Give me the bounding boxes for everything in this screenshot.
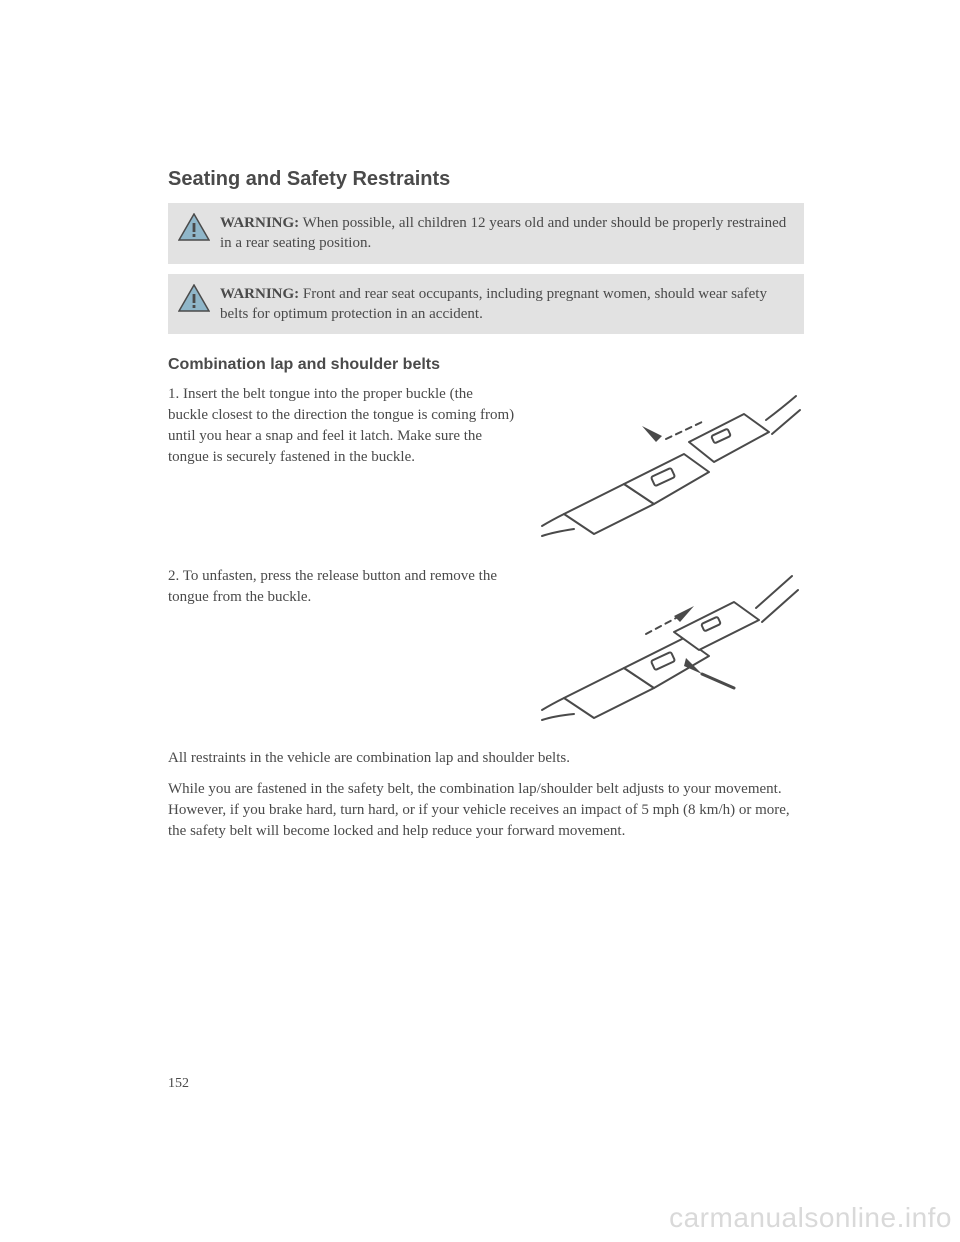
warning-label: WARNING: (220, 286, 299, 302)
watermark: carmanualsonline.info (669, 1202, 952, 1234)
warning-body: Front and rear seat occupants, including… (220, 286, 767, 322)
warning-text-1: WARNING: When possible, all children 12 … (220, 213, 790, 254)
page-number: 152 (168, 1076, 189, 1092)
seatbelt-unfasten-diagram (534, 566, 804, 726)
warning-box-2: WARNING: Front and rear seat occupants, … (168, 274, 804, 335)
warning-box-1: WARNING: When possible, all children 12 … (168, 203, 804, 264)
step-1-text: 1. Insert the belt tongue into the prope… (168, 384, 516, 468)
step-2-text: 2. To unfasten, press the release button… (168, 566, 516, 608)
section-title: Seating and Safety Restraints (168, 168, 804, 191)
warning-body: When possible, all children 12 years old… (220, 215, 786, 251)
seatbelt-fasten-diagram (534, 384, 804, 544)
step-2: 2. To unfasten, press the release button… (168, 566, 804, 726)
warning-triangle-icon (178, 213, 210, 241)
warning-text-2: WARNING: Front and rear seat occupants, … (220, 284, 790, 325)
body-para-1: All restraints in the vehicle are combin… (168, 748, 804, 769)
manual-page: Seating and Safety Restraints WARNING: W… (0, 0, 960, 842)
subheading: Combination lap and shoulder belts (168, 356, 804, 374)
warning-label: WARNING: (220, 215, 299, 231)
body-para-2: While you are fastened in the safety bel… (168, 779, 804, 842)
warning-triangle-icon (178, 284, 210, 312)
step-1: 1. Insert the belt tongue into the prope… (168, 384, 804, 544)
